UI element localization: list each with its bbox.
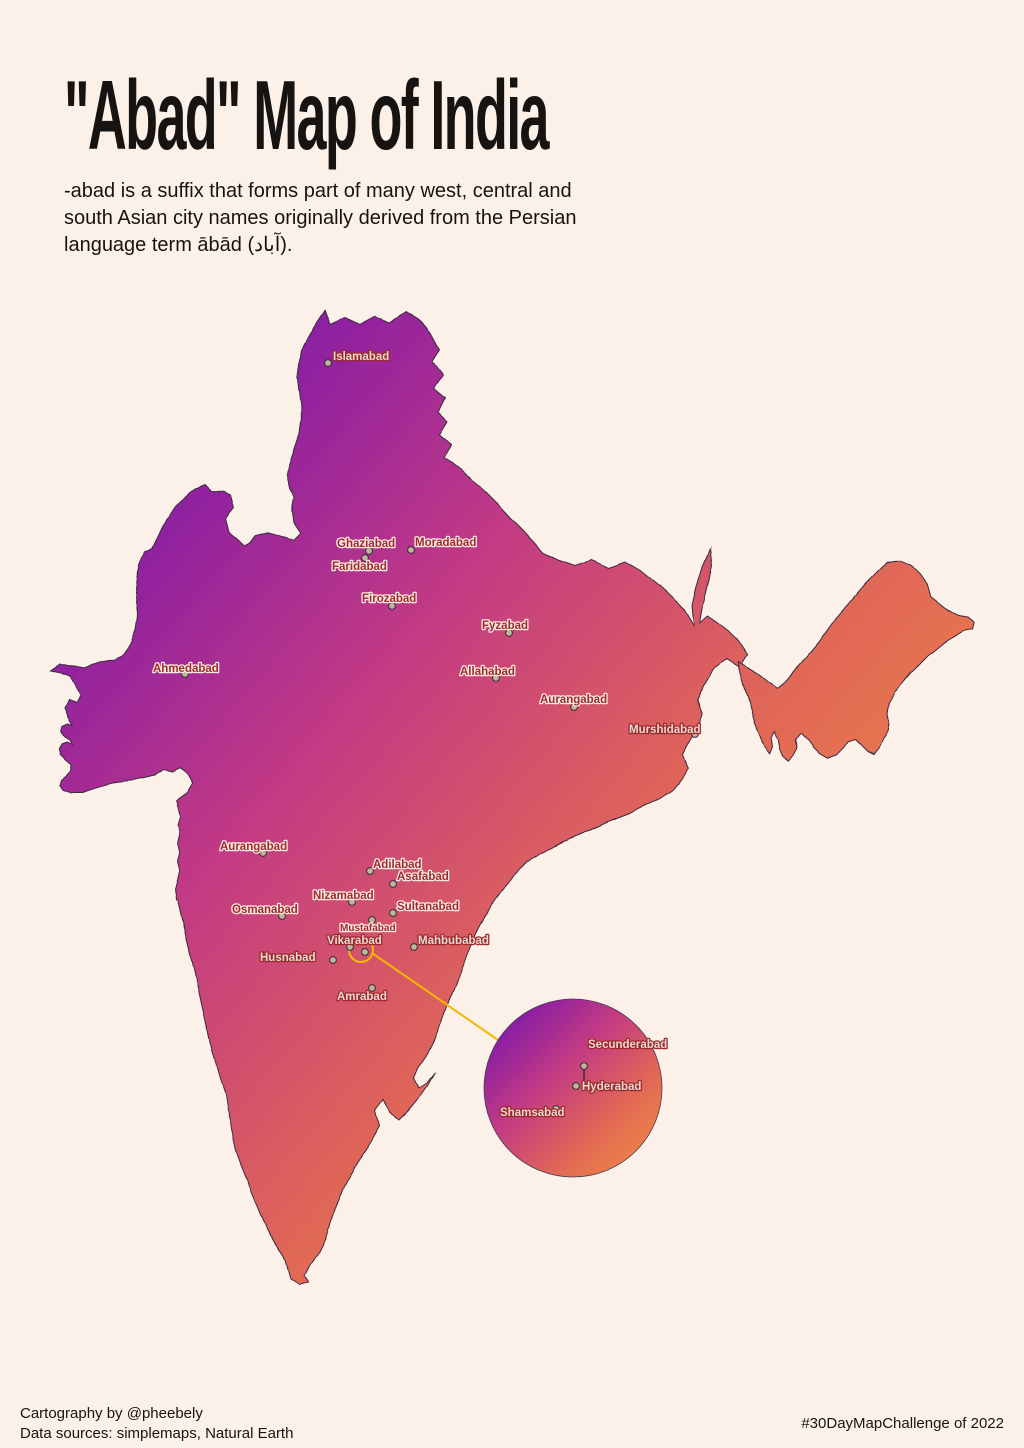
svg-text:Sultanabad: Sultanabad [397,901,459,913]
svg-text:Firozabad: Firozabad [362,593,416,605]
svg-text:Ghaziabad: Ghaziabad [337,538,395,550]
svg-text:Allahabad: Allahabad [460,666,515,678]
svg-text:Adilabad: Adilabad [373,859,422,871]
svg-text:Islamabad: Islamabad [333,351,389,363]
svg-text:Osmanabad: Osmanabad [232,904,298,916]
svg-text:Secunderabad: Secunderabad [588,1039,667,1051]
svg-text:Moradabad: Moradabad [415,537,476,549]
svg-text:Aurangabad: Aurangabad [220,841,287,853]
svg-text:Shamsabad: Shamsabad [500,1107,565,1119]
svg-text:Murshidabad: Murshidabad [629,724,701,736]
svg-text:Nizamabad: Nizamabad [313,890,374,902]
svg-text:Amrabad: Amrabad [337,991,387,1003]
svg-text:Asafabad: Asafabad [397,871,449,883]
svg-text:Husnabad: Husnabad [260,952,316,964]
svg-text:Hyderabad: Hyderabad [582,1081,641,1093]
svg-text:Ahmedabad: Ahmedabad [153,663,219,675]
svg-text:Vikarabad: Vikarabad [327,935,382,947]
svg-text:Fyzabad: Fyzabad [482,620,528,632]
svg-text:Mustafabad: Mustafabad [340,923,396,934]
svg-text:Mahbubabad: Mahbubabad [418,935,489,947]
svg-text:Aurangabad: Aurangabad [540,694,607,706]
svg-text:Faridabad: Faridabad [332,561,387,573]
